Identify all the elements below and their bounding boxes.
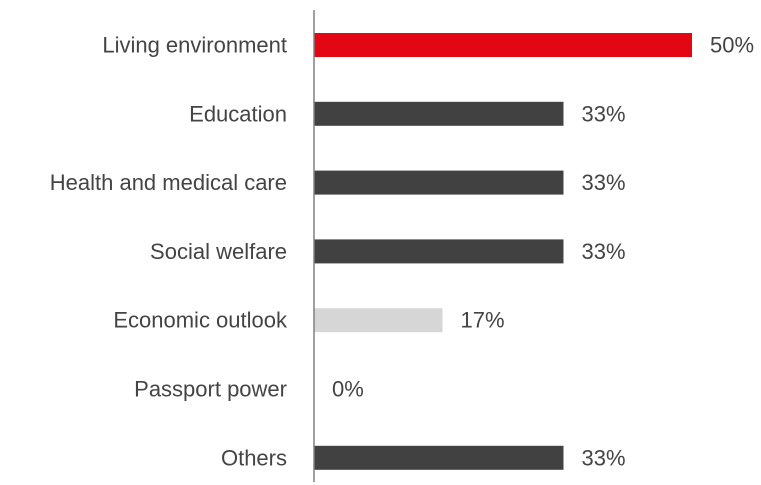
bar (314, 33, 692, 57)
value-labels: 50% 33% 33% 33% 17% 0% 33% (332, 33, 754, 471)
category-label: Social welfare (150, 239, 287, 264)
bar (314, 308, 443, 333)
value-label: 50% (710, 33, 754, 58)
bar (314, 239, 564, 264)
value-label: 33% (581, 239, 625, 264)
category-label: Living environment (102, 33, 287, 58)
category-label: Health and medical care (50, 170, 287, 195)
bar (314, 101, 564, 126)
value-label: 33% (581, 445, 625, 470)
value-label: 0% (332, 377, 364, 402)
value-label: 33% (581, 101, 625, 126)
category-label: Economic outlook (113, 308, 288, 333)
value-label: 17% (461, 308, 505, 333)
bar (314, 170, 564, 195)
category-labels: Living environment Education Health and me… (50, 33, 288, 471)
category-label: Education (189, 101, 287, 126)
bars (314, 33, 692, 470)
category-label: Others (221, 445, 287, 470)
category-label: Passport power (134, 377, 287, 402)
bar (314, 445, 564, 470)
value-label: 33% (581, 170, 625, 195)
